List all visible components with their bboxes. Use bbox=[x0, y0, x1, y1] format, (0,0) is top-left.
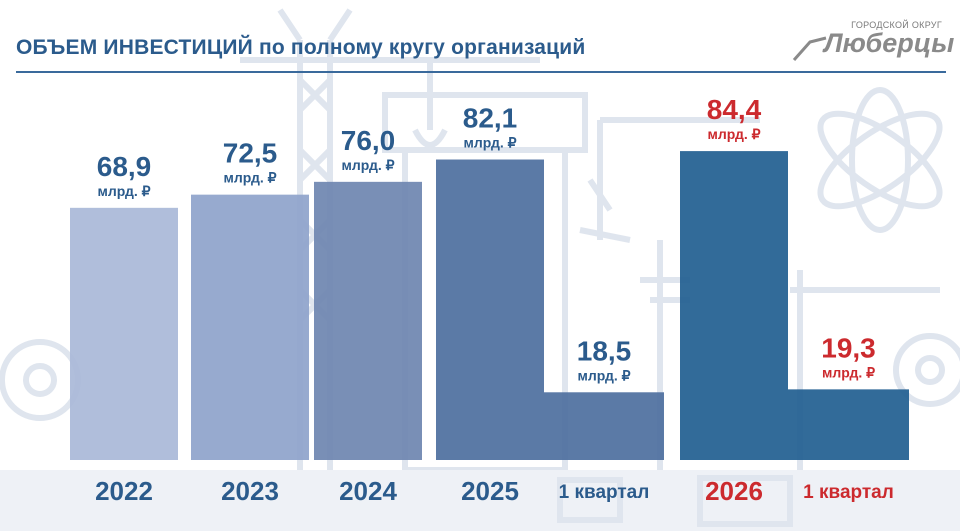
data-label: 18,5 bbox=[577, 335, 632, 366]
title-divider bbox=[16, 71, 946, 73]
category-label: 1 квартал bbox=[559, 482, 650, 503]
data-label: 82,1 bbox=[463, 103, 518, 134]
unit-label: млрд. ₽ bbox=[707, 126, 760, 142]
category-label: 2023 bbox=[221, 476, 279, 506]
category-label: 2022 bbox=[95, 476, 153, 506]
data-label: 68,9 bbox=[97, 151, 152, 182]
bar-2026 bbox=[680, 151, 788, 460]
bar-2024 bbox=[314, 181, 422, 460]
logo-wordmark: Люберцы bbox=[824, 28, 955, 58]
category-label: 2024 bbox=[339, 476, 397, 506]
data-label: 19,3 bbox=[821, 332, 876, 363]
unit-label: млрд. ₽ bbox=[97, 183, 150, 199]
data-label: 76,0 bbox=[341, 125, 396, 156]
unit-label: млрд. ₽ bbox=[463, 135, 516, 151]
data-label: 72,5 bbox=[223, 138, 278, 169]
category-label: 2026 bbox=[705, 476, 763, 506]
unit-label: млрд. ₽ bbox=[577, 367, 630, 383]
unit-label: млрд. ₽ bbox=[822, 364, 875, 380]
bar-2023 bbox=[191, 194, 309, 460]
bar-2025 bbox=[436, 159, 544, 460]
category-label: 1 квартал bbox=[803, 482, 894, 503]
category-label: 2025 bbox=[461, 476, 519, 506]
data-label: 84,4 bbox=[707, 94, 762, 125]
bar-1-квартал bbox=[544, 392, 664, 460]
bar-2022 bbox=[70, 207, 178, 460]
unit-label: млрд. ₽ bbox=[341, 157, 394, 173]
logo-mark-icon bbox=[792, 36, 827, 61]
unit-label: млрд. ₽ bbox=[223, 170, 276, 186]
logo-subtitle: ГОРОДСКОЙ ОКРУГ bbox=[851, 20, 942, 30]
city-logo: ГОРОДСКОЙ ОКРУГ Люберцы bbox=[790, 20, 954, 70]
bar-1-квартал bbox=[788, 389, 909, 460]
page-title: ОБЪЕМ ИНВЕСТИЦИЙ по полному кругу органи… bbox=[16, 36, 586, 59]
